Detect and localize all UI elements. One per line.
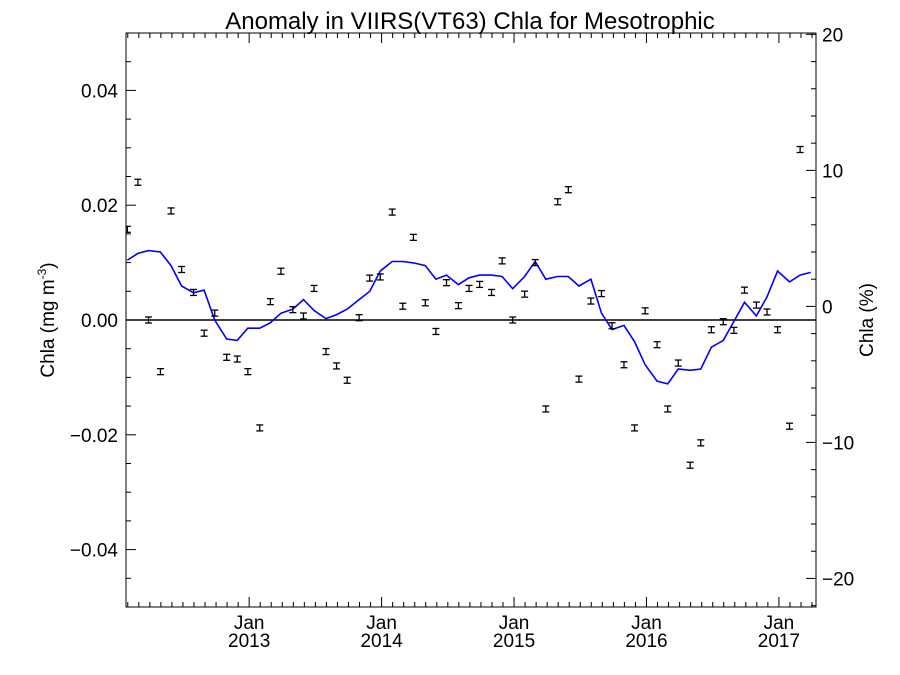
data-point [299,312,307,320]
data-point [167,207,175,215]
data-point [674,359,682,367]
data-point [707,326,715,334]
data-point [597,289,605,298]
data-point [399,302,407,310]
data-point [465,284,473,293]
x-tick-month-label: Jan [764,613,795,634]
x-tick-month-label: Jan [234,613,265,634]
left-tick-label: 0.02 [81,196,118,217]
data-point [531,258,539,267]
data-point [498,257,506,265]
left-tick-label: 0.00 [81,311,118,332]
data-point [366,274,374,282]
data-point [608,322,616,330]
data-point [310,284,318,293]
chart-title: Anomaly in VIIRS(VT63) Chla for Mesotrop… [225,8,715,35]
data-point [322,347,330,356]
data-point [521,290,529,298]
plot-area [125,32,817,608]
data-point [432,327,440,336]
data-point [134,178,142,186]
data-point [664,405,672,413]
data-point [476,280,484,289]
data-point [454,301,462,310]
left-tick-label: −0.02 [70,426,118,447]
data-point [740,286,748,294]
x-tick-year-label: 2013 [228,631,270,652]
data-point [564,186,572,194]
right-tick-label: 10 [822,161,843,182]
data-point [542,405,550,413]
right-y-axis: 20 10 0 −10 −20 [806,25,854,607]
data-point [355,314,363,322]
right-tick-label: 0 [822,297,833,318]
data-point [211,309,219,317]
data-point [488,288,496,297]
right-tick-label: −10 [822,433,854,454]
data-point [178,265,186,274]
data-point [266,297,274,306]
data-point [200,329,208,337]
data-point [190,288,198,297]
data-point [442,279,450,287]
data-point [409,233,417,241]
data-point [509,316,517,324]
data-point [145,316,153,324]
right-tick-label: 20 [822,25,843,46]
x-tick-year-label: 2017 [758,631,800,652]
y-axis-left-label: Chla (mg m-3) [35,262,59,377]
data-point [256,424,264,432]
left-y-axis: 0.04 0.02 0.00 −0.02 −0.04 [70,32,136,608]
data-point [388,208,396,216]
data-point [719,318,727,326]
left-tick-label: −0.04 [70,541,119,562]
data-point [333,362,341,370]
x-tick-month-label: Jan [631,613,662,634]
data-point [126,225,131,233]
data-point [774,326,782,334]
series-line [126,249,811,385]
data-point [289,306,297,314]
data-point [631,424,639,432]
data-point [421,299,429,307]
data-point [223,353,231,361]
data-point [277,267,285,275]
x-tick-month-label: Jan [366,613,397,634]
data-point [697,439,705,447]
blue-line-group [126,249,811,385]
data-point [763,308,771,316]
data-point [244,368,252,376]
data-point [686,461,694,469]
x-tick-year-label: 2015 [493,631,535,652]
data-point [156,368,164,376]
data-point [376,273,384,281]
x-tick-year-label: 2016 [625,631,667,652]
data-point [554,198,562,206]
x-tick-year-label: 2014 [360,631,403,652]
error-bar-points [126,145,804,469]
y-axis-left-label-close: ) [38,262,59,268]
data-point [587,297,595,305]
y-axis-left-label-main: Chla (mg m [38,279,59,377]
data-point [575,375,583,383]
right-tick-label: −20 [822,569,854,590]
data-point [343,376,351,384]
data-point [620,361,628,369]
data-point [752,301,760,309]
data-point [796,145,804,154]
y-axis-left-label-sup: -3 [35,268,49,279]
data-point [786,422,794,430]
y-axis-right-label: Chla (%) [857,283,878,357]
data-point [730,326,738,334]
data-point [653,341,661,349]
data-point [641,307,649,315]
left-tick-label: 0.04 [81,81,118,102]
data-point [233,355,241,363]
x-tick-month-label: Jan [499,613,530,634]
